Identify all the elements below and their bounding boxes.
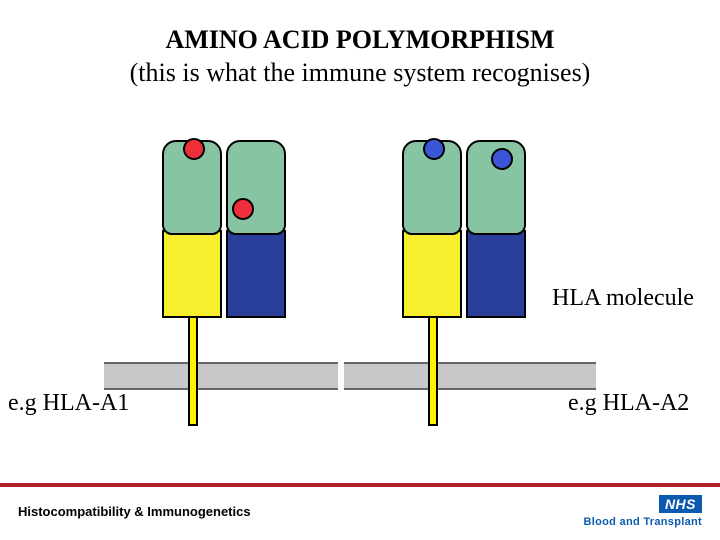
polymorphism-dot	[232, 198, 254, 220]
left-example-label: e.g HLA-A1	[8, 390, 129, 417]
footer-left-text: Histocompatibility & Immunogenetics	[18, 504, 251, 519]
hla-molecule-label: HLA molecule	[552, 285, 694, 312]
hla-molecule-left	[140, 140, 330, 430]
transmembrane-stalk	[428, 316, 438, 426]
polymorphism-dot	[183, 138, 205, 160]
right-example-label: e.g HLA-A2	[568, 390, 689, 417]
transmembrane-stalk	[188, 316, 198, 426]
title-line2: (this is what the immune system recognis…	[0, 57, 720, 90]
alpha3-domain	[402, 230, 462, 318]
footer-right-block: NHS Blood and Transplant	[584, 495, 702, 528]
alpha3-domain	[162, 230, 222, 318]
membrane	[100, 362, 360, 390]
nhs-logo: NHS	[659, 495, 702, 513]
beta2m-domain	[466, 230, 526, 318]
beta2m-domain	[226, 230, 286, 318]
footer: Histocompatibility & Immunogenetics NHS …	[0, 483, 720, 540]
membrane	[340, 362, 600, 390]
title-line1: AMINO ACID POLYMORPHISM	[0, 24, 720, 57]
hla-molecule-right	[380, 140, 570, 430]
nhs-subtitle: Blood and Transplant	[584, 516, 702, 528]
title-block: AMINO ACID POLYMORPHISM (this is what th…	[0, 0, 720, 89]
polymorphism-dot	[491, 148, 513, 170]
polymorphism-dot	[423, 138, 445, 160]
alpha2-domain	[226, 140, 286, 235]
